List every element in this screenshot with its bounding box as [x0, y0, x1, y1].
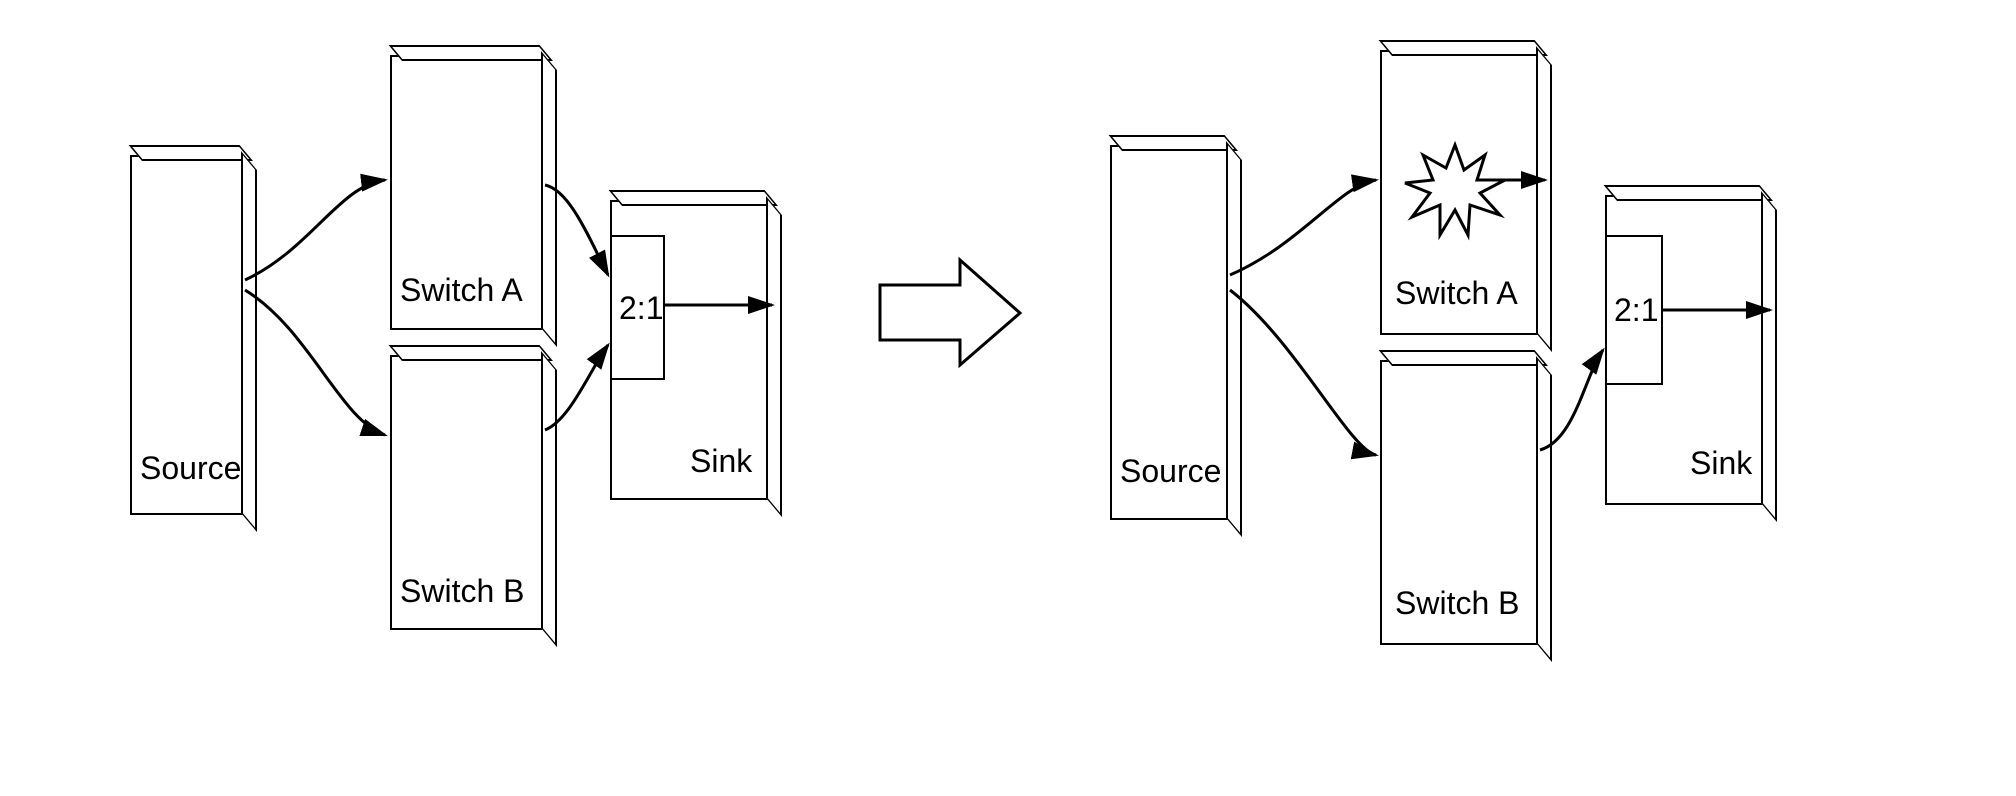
right-source-label: Source	[1120, 453, 1221, 490]
right-sink-label: Sink	[1690, 445, 1752, 482]
right-mux-label: 2:1	[1614, 292, 1658, 329]
failure-icon	[1400, 135, 1510, 245]
left-source-label: Source	[140, 450, 241, 487]
right-switch-a-label: Switch A	[1395, 275, 1518, 312]
left-switch-a-label: Switch A	[400, 272, 523, 309]
left-switch-b-label: Switch B	[400, 573, 524, 610]
left-mux-label: 2:1	[619, 290, 663, 327]
left-sink-label: Sink	[690, 443, 752, 480]
right-switch-b-label: Switch B	[1395, 585, 1519, 622]
